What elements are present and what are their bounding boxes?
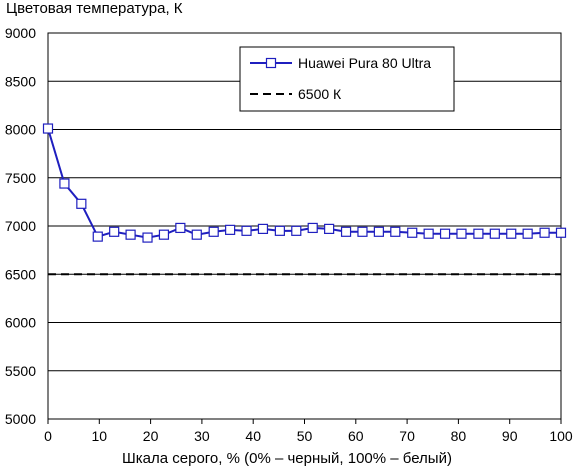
- y-tick-label: 5500: [5, 363, 36, 379]
- data-point: [439, 228, 451, 239]
- data-point: [489, 228, 500, 239]
- data-point: [257, 223, 269, 234]
- x-tick-label: 0: [44, 428, 52, 444]
- series-group: [42, 123, 567, 276]
- y-tick-label: 9000: [5, 25, 36, 41]
- x-tick-label: 50: [297, 428, 313, 444]
- x-tick-label: 30: [194, 428, 210, 444]
- data-point: [225, 224, 236, 235]
- x-tick-label: 100: [549, 428, 573, 444]
- data-point: [324, 223, 335, 234]
- data-point: [125, 229, 136, 240]
- data-point: [59, 178, 70, 189]
- data-point: [456, 228, 467, 239]
- data-point: [357, 226, 368, 237]
- series-line: [47, 128, 561, 239]
- y-tick-label: 7500: [5, 170, 36, 186]
- data-point: [307, 222, 318, 234]
- data-point: [142, 232, 153, 243]
- data-point: [208, 226, 219, 237]
- data-point: [92, 231, 103, 242]
- legend-box: [239, 46, 455, 112]
- data-point: [191, 229, 202, 240]
- x-axis-ticks: 0 10 20 30 40 50 60 70 80 90 100: [44, 419, 573, 444]
- data-point: [109, 226, 120, 237]
- data-point: [407, 227, 418, 238]
- data-point: [555, 227, 567, 238]
- x-tick-label: 10: [92, 428, 108, 444]
- data-point: [76, 198, 87, 209]
- data-point: [473, 228, 484, 239]
- y-tick-label: 5000: [5, 411, 36, 427]
- data-point: [539, 227, 550, 238]
- legend-marker: [265, 57, 277, 69]
- legend-label: Huawei Pura 80 Ultra: [298, 55, 431, 71]
- x-tick-label: 90: [502, 428, 518, 444]
- y-tick-label: 7000: [5, 218, 36, 234]
- data-point: [373, 226, 384, 237]
- x-tick-label: 40: [245, 428, 261, 444]
- x-tick-label: 80: [451, 428, 467, 444]
- legend-label: 6500 К: [298, 86, 342, 102]
- y-tick-label: 6500: [5, 266, 36, 282]
- y-tick-label: 8000: [5, 122, 36, 138]
- data-point: [340, 226, 352, 237]
- data-point: [522, 228, 533, 239]
- y-axis-ticks: 5000 5500 6000 6500 7000 7500 8000 8500 9000: [5, 25, 36, 427]
- y-tick-label: 6000: [5, 315, 36, 331]
- legend: Huawei Pura 80 Ultra 6500 К: [239, 46, 455, 112]
- data-point: [241, 225, 252, 236]
- data-point: [158, 229, 170, 240]
- data-point: [291, 225, 302, 236]
- data-point: [506, 228, 517, 239]
- data-point: [175, 222, 186, 234]
- data-point: [390, 226, 401, 237]
- x-tick-label: 60: [348, 428, 364, 444]
- chart-title: Цветовая температура, К: [6, 0, 183, 17]
- data-point: [274, 225, 285, 236]
- x-tick-label: 70: [399, 428, 415, 444]
- x-axis-label: Шкала серого, % (0% – черный, 100% – бел…: [122, 450, 452, 467]
- x-tick-label: 20: [143, 428, 159, 444]
- plot-area-border: [47, 32, 562, 420]
- data-point: [42, 123, 54, 134]
- y-tick-label: 8500: [5, 73, 36, 89]
- data-point: [423, 228, 434, 239]
